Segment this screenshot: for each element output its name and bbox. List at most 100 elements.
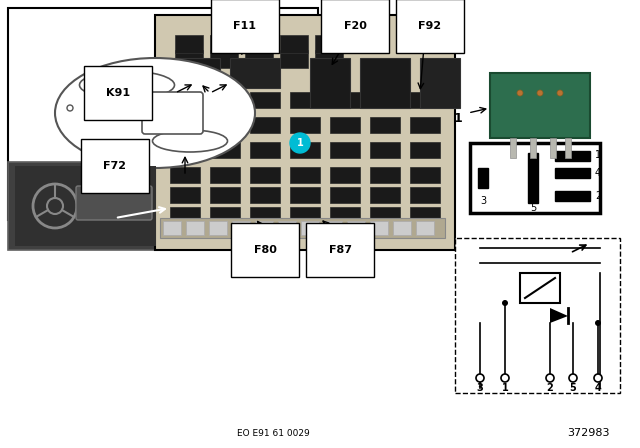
FancyBboxPatch shape [245,50,273,68]
FancyBboxPatch shape [160,218,445,238]
FancyBboxPatch shape [310,58,350,108]
FancyBboxPatch shape [410,92,440,108]
FancyBboxPatch shape [315,35,343,53]
Circle shape [501,374,509,382]
FancyBboxPatch shape [478,168,488,188]
Text: F11: F11 [234,21,257,31]
FancyBboxPatch shape [170,142,200,158]
Circle shape [502,300,508,306]
FancyBboxPatch shape [370,187,400,203]
Text: 372983: 372983 [568,428,610,438]
Text: 1: 1 [116,80,124,90]
FancyBboxPatch shape [565,138,571,158]
FancyBboxPatch shape [410,142,440,158]
FancyBboxPatch shape [410,167,440,183]
FancyBboxPatch shape [330,117,360,133]
FancyBboxPatch shape [210,35,238,53]
FancyBboxPatch shape [230,58,280,88]
FancyBboxPatch shape [315,50,343,68]
FancyBboxPatch shape [530,138,536,158]
FancyBboxPatch shape [280,35,308,53]
FancyBboxPatch shape [520,273,560,303]
FancyBboxPatch shape [410,207,440,223]
FancyBboxPatch shape [170,167,200,183]
FancyArrowPatch shape [252,115,257,125]
FancyBboxPatch shape [170,187,200,203]
Text: 4: 4 [595,168,601,178]
FancyBboxPatch shape [416,221,434,235]
Text: F20: F20 [344,21,367,31]
Text: 4: 4 [595,383,602,393]
FancyBboxPatch shape [347,221,365,235]
FancyBboxPatch shape [370,207,400,223]
FancyBboxPatch shape [510,138,516,158]
Text: 1: 1 [502,383,508,393]
FancyBboxPatch shape [370,221,388,235]
Text: 3: 3 [480,196,486,206]
Circle shape [537,90,543,96]
FancyBboxPatch shape [175,50,203,68]
FancyBboxPatch shape [555,151,590,161]
Circle shape [569,374,577,382]
Text: 5: 5 [530,203,536,213]
FancyBboxPatch shape [142,92,203,134]
FancyBboxPatch shape [170,92,200,108]
FancyBboxPatch shape [393,221,411,235]
FancyBboxPatch shape [290,187,320,203]
FancyBboxPatch shape [250,117,280,133]
Ellipse shape [152,130,227,152]
FancyBboxPatch shape [555,191,590,201]
FancyBboxPatch shape [470,143,600,213]
FancyArrowPatch shape [52,115,58,125]
Text: 5: 5 [570,383,577,393]
Text: F87: F87 [328,245,351,255]
Circle shape [476,374,484,382]
FancyBboxPatch shape [210,142,240,158]
FancyBboxPatch shape [186,221,204,235]
FancyBboxPatch shape [250,187,280,203]
FancyBboxPatch shape [255,221,273,235]
Text: K91: K91 [106,88,130,98]
FancyBboxPatch shape [330,167,360,183]
FancyBboxPatch shape [410,117,440,133]
Ellipse shape [79,71,175,99]
FancyBboxPatch shape [555,168,590,178]
Circle shape [290,133,310,153]
FancyBboxPatch shape [370,142,400,158]
FancyBboxPatch shape [290,92,320,108]
FancyBboxPatch shape [210,167,240,183]
FancyBboxPatch shape [330,142,360,158]
FancyBboxPatch shape [490,73,590,138]
FancyBboxPatch shape [290,142,320,158]
Text: 2: 2 [547,383,554,393]
FancyBboxPatch shape [330,207,360,223]
FancyBboxPatch shape [163,221,181,235]
FancyBboxPatch shape [410,187,440,203]
FancyBboxPatch shape [290,167,320,183]
FancyArrowPatch shape [52,102,58,111]
FancyBboxPatch shape [209,221,227,235]
FancyBboxPatch shape [210,50,238,68]
FancyBboxPatch shape [170,207,200,223]
Circle shape [517,90,523,96]
FancyBboxPatch shape [528,153,538,203]
FancyBboxPatch shape [324,221,342,235]
FancyBboxPatch shape [280,50,308,68]
FancyBboxPatch shape [170,117,200,133]
FancyBboxPatch shape [15,166,156,246]
FancyBboxPatch shape [455,238,620,393]
FancyBboxPatch shape [330,187,360,203]
FancyBboxPatch shape [278,221,296,235]
FancyBboxPatch shape [210,187,240,203]
FancyBboxPatch shape [370,117,400,133]
FancyBboxPatch shape [232,221,250,235]
Text: 1: 1 [595,150,601,160]
FancyBboxPatch shape [245,35,273,53]
Ellipse shape [55,58,255,168]
FancyBboxPatch shape [210,92,240,108]
Circle shape [110,75,130,95]
Circle shape [546,374,554,382]
FancyBboxPatch shape [290,117,320,133]
FancyBboxPatch shape [210,117,240,133]
Text: F92: F92 [419,21,442,31]
